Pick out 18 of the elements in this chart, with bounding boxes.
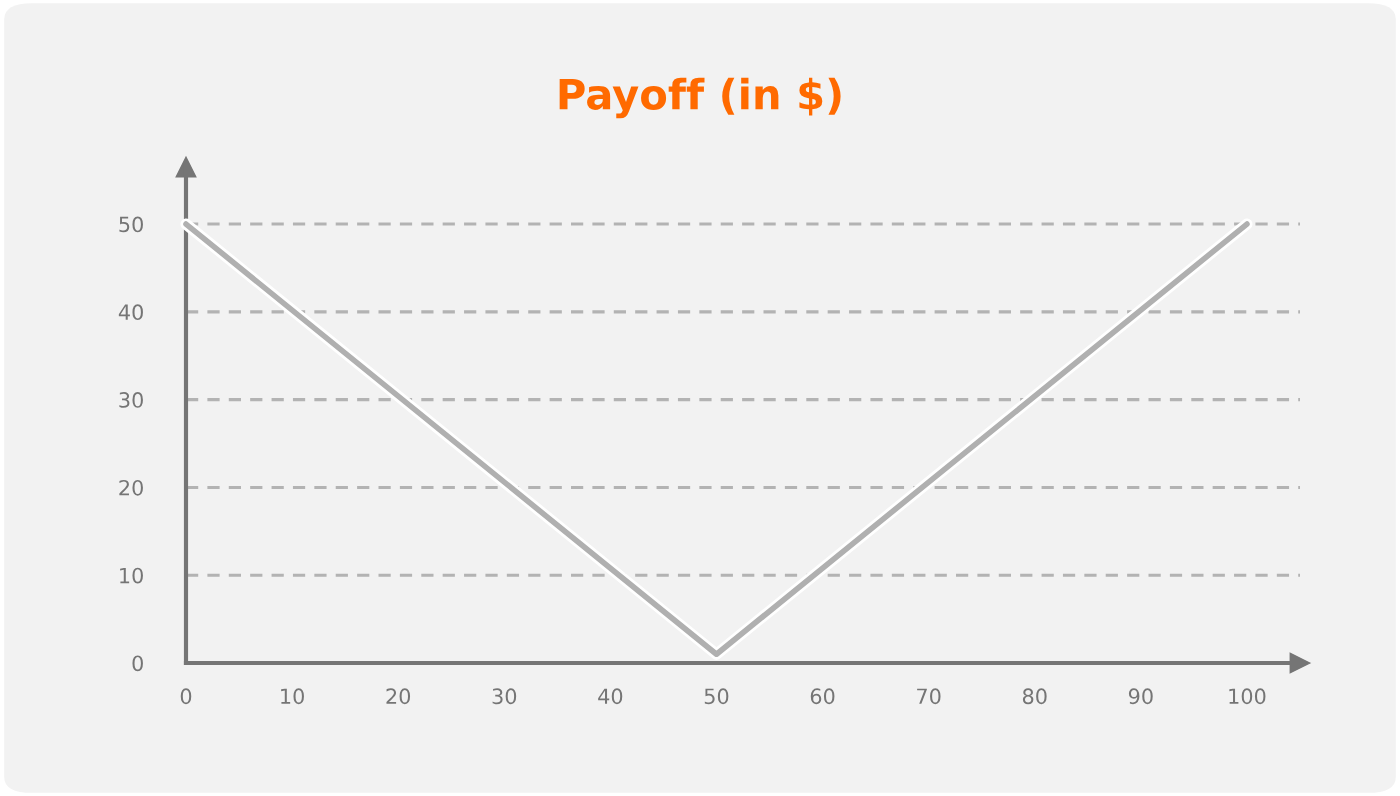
y-tick-label: 30 bbox=[119, 392, 143, 408]
y-tick-label: 20 bbox=[119, 479, 143, 496]
y-tick-label: 0 bbox=[132, 655, 143, 672]
x-tick-label: 50 bbox=[704, 688, 729, 705]
x-tick-label: 40 bbox=[598, 688, 623, 705]
x-tick-label: 100 bbox=[1229, 688, 1266, 705]
y-tick-label: 10 bbox=[120, 567, 143, 584]
x-tick-label: 80 bbox=[1022, 688, 1047, 705]
chart-title: Payoff (in $) bbox=[559, 77, 841, 119]
y-tick-label: 40 bbox=[118, 304, 143, 321]
x-tick-label: 90 bbox=[1128, 688, 1153, 705]
x-tick-label: 20 bbox=[386, 688, 411, 705]
x-tick-label: 70 bbox=[917, 688, 941, 705]
x-tick-label: 60 bbox=[810, 688, 835, 705]
x-tick-label: 0 bbox=[180, 688, 192, 705]
x-tick-label: 30 bbox=[492, 688, 517, 705]
y-tick-label: 50 bbox=[119, 216, 143, 233]
x-tick-label: 10 bbox=[281, 688, 304, 705]
